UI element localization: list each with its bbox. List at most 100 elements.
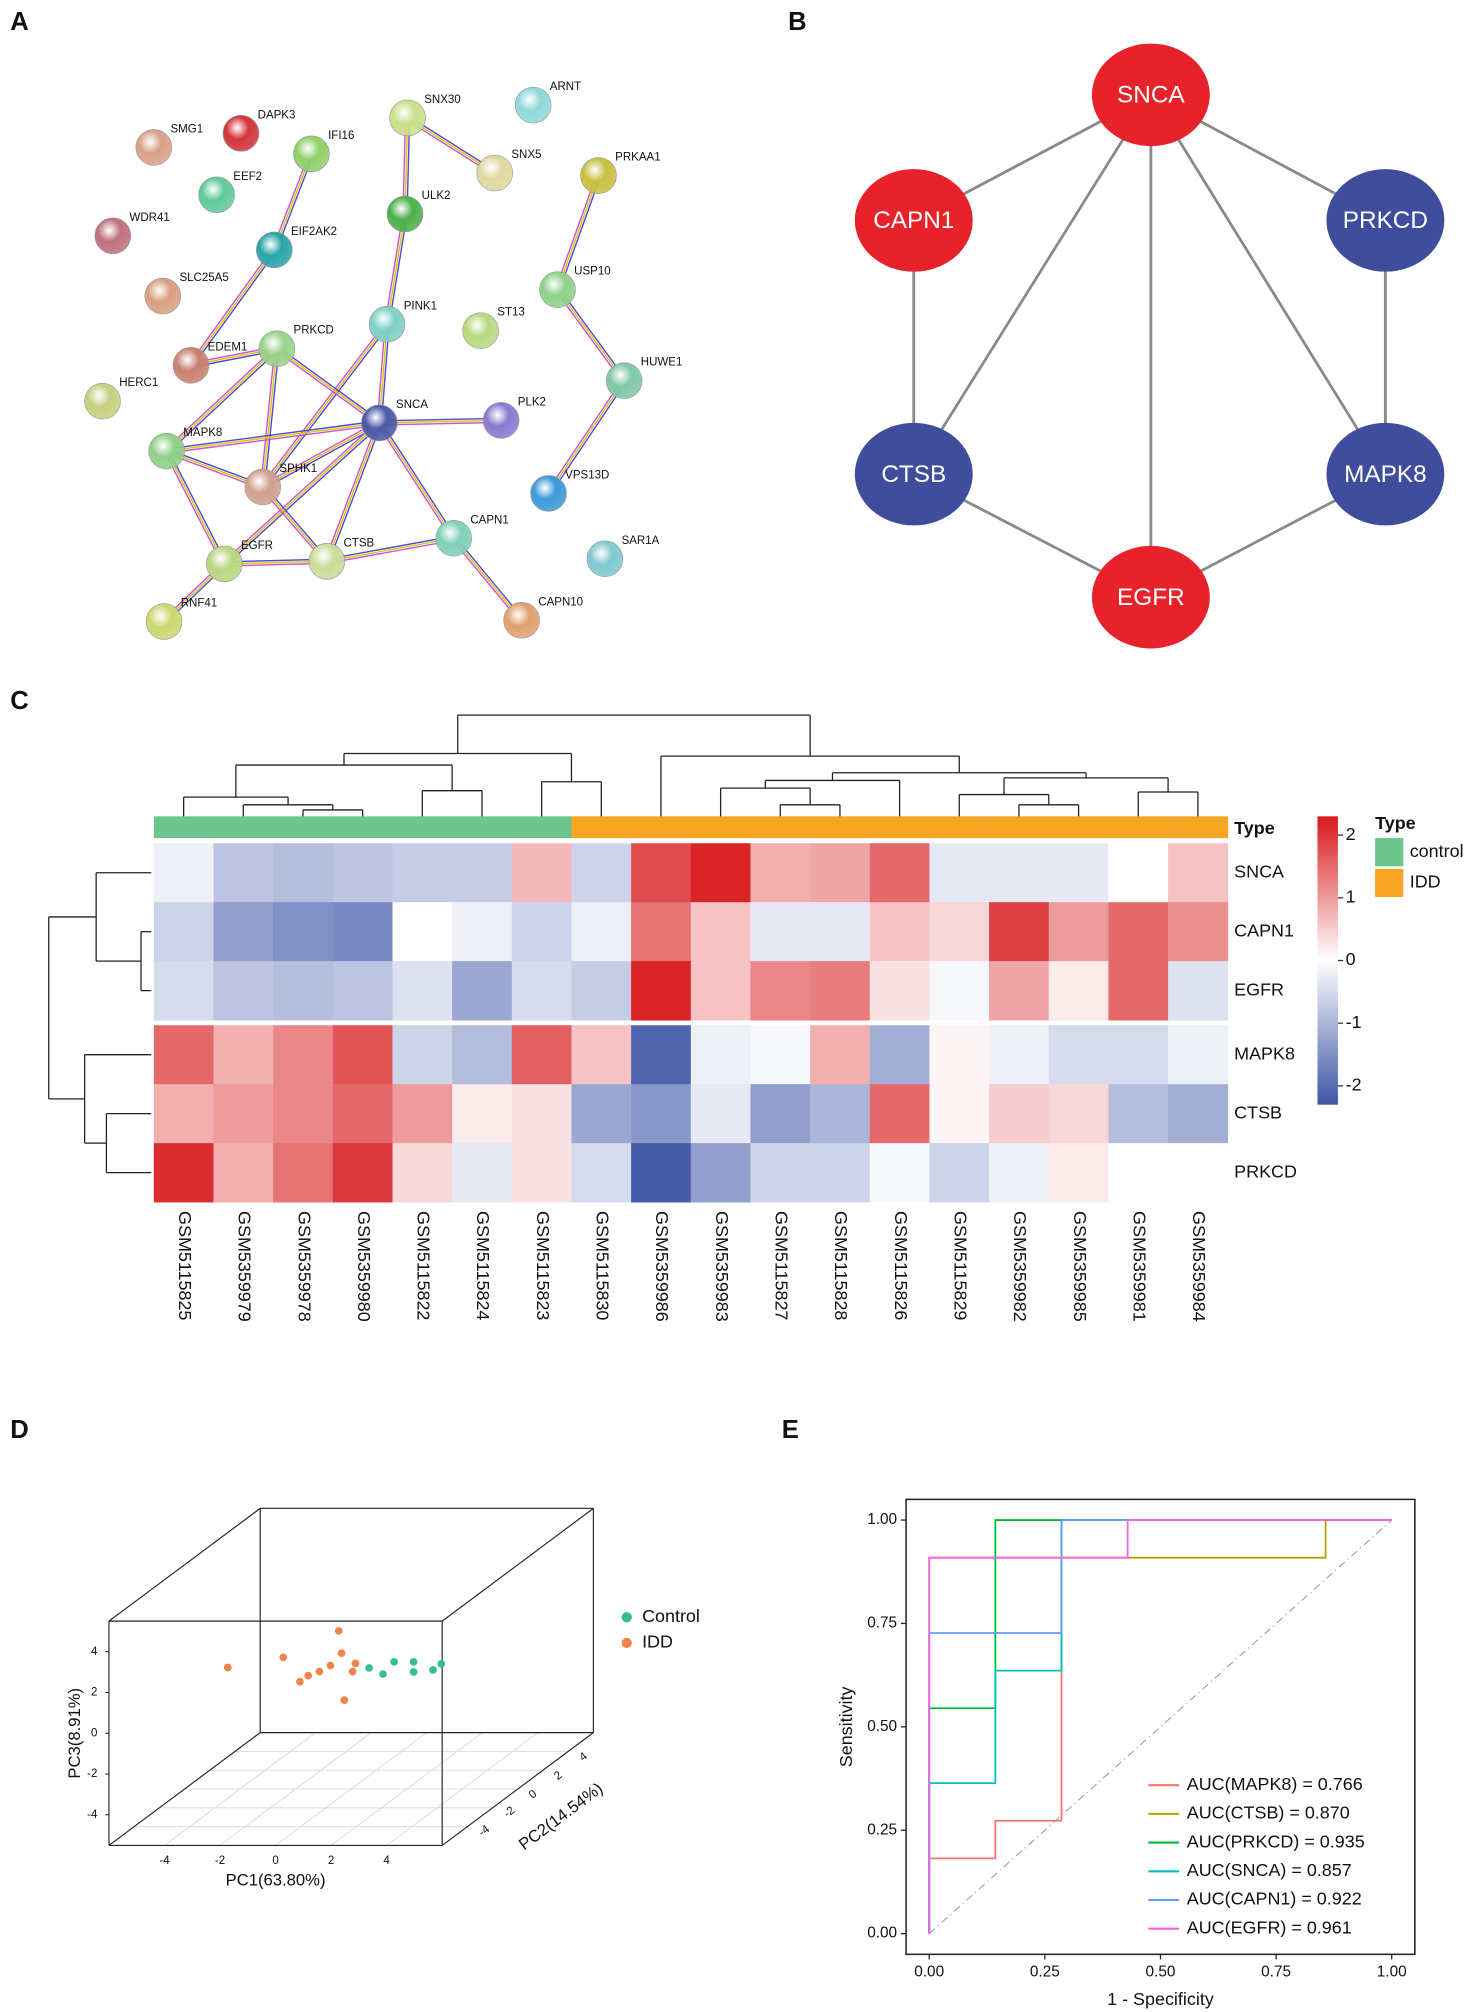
node	[361, 404, 398, 442]
heatmap-cell	[631, 1084, 692, 1144]
node	[854, 422, 973, 526]
column-label: GSM5115823	[533, 1211, 553, 1320]
z-axis-label: PC3(8.91%)	[65, 1688, 84, 1779]
node	[386, 195, 424, 233]
legend-label: IDD	[642, 1632, 673, 1652]
y-axis-label: Sensitivity	[836, 1686, 856, 1767]
legend-label: Control	[642, 1606, 700, 1626]
x-tick-label: 0.00	[914, 1963, 944, 1980]
node	[605, 362, 643, 399]
heatmap-cell	[571, 1084, 632, 1144]
node	[148, 432, 185, 470]
column-label: GSM5359985	[1070, 1211, 1090, 1322]
point	[337, 1649, 346, 1658]
y-tick-label: -2	[502, 1805, 517, 1821]
node	[586, 540, 624, 578]
legend-label: AUC(PRKCD) = 0.935	[1187, 1831, 1365, 1851]
annotation-cell	[1048, 816, 1109, 839]
node-label: MAPK8	[183, 427, 222, 439]
node-label: EIF2AK2	[291, 226, 337, 238]
annotation-cell	[690, 816, 751, 839]
node-label: SMG1	[170, 123, 203, 135]
edge	[547, 380, 625, 494]
node-label: VPS13D	[565, 469, 609, 481]
node-label: SNX30	[424, 94, 460, 106]
heatmap-cell	[989, 1084, 1050, 1144]
legend-swatch	[1375, 838, 1404, 867]
x-tick-label: 0.75	[1261, 1963, 1291, 1980]
heatmap-cell	[511, 902, 572, 962]
node-label: PRKCD	[294, 325, 334, 337]
y-tick-label: 0.75	[867, 1615, 897, 1632]
heatmap-cell	[571, 961, 632, 1021]
heatmap-cell	[690, 1143, 751, 1203]
heatmap-cell	[869, 902, 930, 962]
heatmap-cell	[392, 1084, 453, 1144]
legend-title: Type	[1375, 813, 1416, 833]
column-label: GSM5115827	[772, 1211, 792, 1320]
panel-label: B	[788, 8, 807, 36]
y-tick-label: -4	[477, 1823, 493, 1839]
annotation-cell	[153, 816, 214, 839]
heatmap-cell	[750, 1025, 811, 1085]
annotation-cell	[452, 816, 513, 839]
legend-marker	[621, 1612, 632, 1623]
edge	[225, 423, 382, 566]
annotation-cell	[213, 816, 274, 839]
edge	[190, 249, 275, 366]
edge	[555, 290, 624, 383]
heatmap-cell	[511, 961, 572, 1021]
heatmap-cell	[631, 843, 692, 903]
colorbar-tick-label: 2	[1346, 824, 1356, 844]
node-label: ARNT	[550, 81, 581, 93]
heatmap-cell	[631, 1143, 692, 1203]
column-label: GSM5359982	[1010, 1211, 1030, 1322]
point	[429, 1666, 437, 1674]
heatmap-cell	[929, 1025, 990, 1085]
node-label: SNCA	[396, 399, 428, 411]
panel-label: C	[10, 687, 29, 715]
heatmap-cell	[1168, 1084, 1229, 1144]
edge	[386, 213, 406, 325]
edge	[166, 348, 278, 452]
column-label: GSM5359980	[354, 1211, 374, 1322]
colorbar	[1317, 816, 1338, 1105]
heatmap-cell	[1108, 1025, 1169, 1085]
node	[389, 99, 426, 137]
point	[379, 1670, 387, 1678]
heatmap-cell	[332, 843, 393, 903]
edge	[223, 422, 380, 565]
z-tick-label: 4	[91, 1646, 98, 1658]
node	[482, 402, 520, 439]
heatmap-cell	[750, 961, 811, 1021]
heatmap-cell	[750, 1143, 811, 1203]
heatmap-cell	[690, 961, 751, 1021]
column-label: GSM5115830	[593, 1211, 613, 1320]
heatmap-cell	[392, 1143, 453, 1203]
heatmap-cell	[1168, 961, 1229, 1021]
heatmap-cell	[869, 1084, 930, 1144]
node	[580, 157, 617, 194]
node-label: SNX5	[511, 149, 541, 161]
annotation-cell	[571, 816, 632, 839]
edge	[1149, 94, 1387, 475]
x-tick-label: 0.50	[1146, 1963, 1176, 1980]
heatmap-cell	[690, 843, 751, 903]
heatmap-cell	[989, 961, 1050, 1021]
edge	[262, 348, 278, 488]
annotation-cell	[1168, 816, 1229, 839]
heatmap-cell	[869, 1025, 930, 1085]
edge	[275, 349, 379, 426]
heatmap-cell	[153, 902, 214, 962]
node-label: SLC25A5	[179, 272, 228, 284]
y-tick-label: 1.00	[867, 1511, 897, 1528]
heatmap-cell	[929, 1084, 990, 1144]
node	[530, 475, 567, 512]
column-label: GSM5359981	[1130, 1211, 1150, 1322]
heatmap-cell	[631, 1025, 692, 1085]
node	[135, 129, 173, 166]
edge	[167, 349, 279, 454]
annotation-cell	[392, 816, 453, 839]
edge	[164, 451, 224, 566]
heatmap-cell	[511, 843, 572, 903]
